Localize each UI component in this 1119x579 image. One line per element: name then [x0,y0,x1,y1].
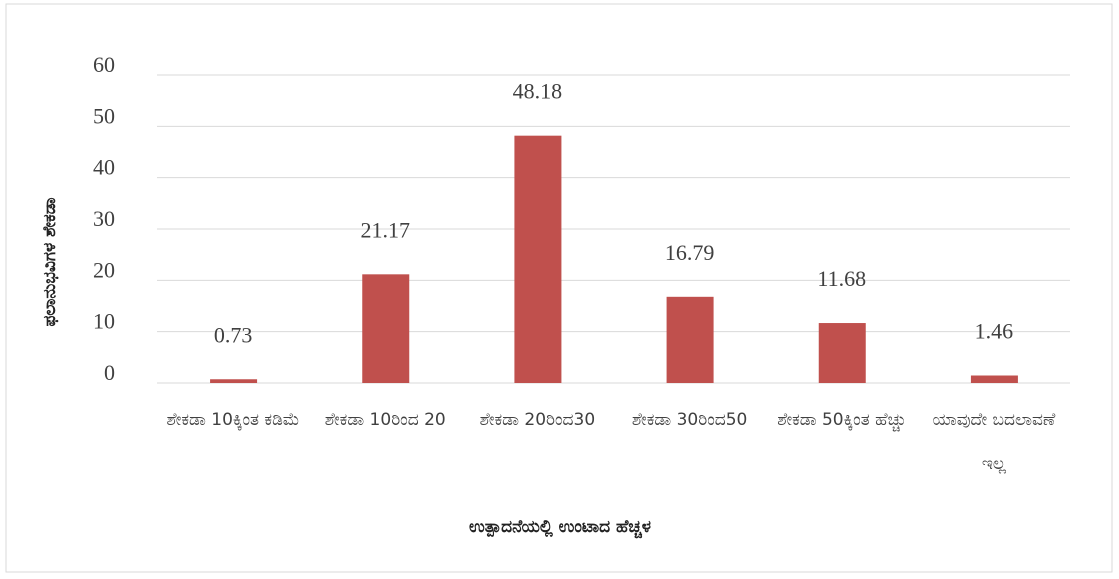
value-label: 21.17 [361,217,411,242]
value-label: 1.46 [975,319,1014,344]
value-label: 0.73 [214,322,253,347]
y-tick-label: 10 [93,309,115,334]
y-axis-label: ಫಲಾನುಭವಿಗಳ ಶೇಕಡಾ [40,197,60,326]
value-label: 16.79 [665,240,715,265]
y-tick-label: 50 [93,103,115,128]
bar [362,274,410,383]
y-tick-label: 0 [104,360,115,385]
y-tick-label: 30 [93,206,115,231]
x-tick-label: ಶೇಕಡಾ 30ರಿಂದ50 [631,410,748,430]
bar [818,323,866,383]
x-tick-label: ಶೇಕಡಾ 10ಕ್ಕಿಂತ ಕಡಿಮೆ [166,410,300,430]
x-tick-label: ಶೇಕಡಾ 20ರಿಂದ30 [479,410,596,430]
x-tick-label: ಶೇಕಡಾ 10ರಿಂದ 20 [324,410,446,430]
x-axis-label: ಉತ್ಪಾದನೆಯಲ್ಲಿ ಉಂಟಾದ ಹೆಚ್ಚಳ [469,517,651,539]
y-tick-label: 60 [93,52,115,77]
y-tick-label: 20 [93,257,115,282]
x-tick-label: ಯಾವುದೇ ಬದಲಾವಣೆ ಇಲ್ಲ [932,410,1056,474]
y-tick-label: 40 [93,155,115,180]
bar [514,135,562,383]
bar [666,296,714,383]
value-label: 11.68 [817,266,866,291]
value-label: 48.18 [513,79,563,104]
bar [210,379,258,383]
x-tick-label: ಶೇಕಡಾ 50ಕ್ಕಿಂತ ಹೆಚ್ಚು [777,410,907,430]
bar [970,375,1018,383]
